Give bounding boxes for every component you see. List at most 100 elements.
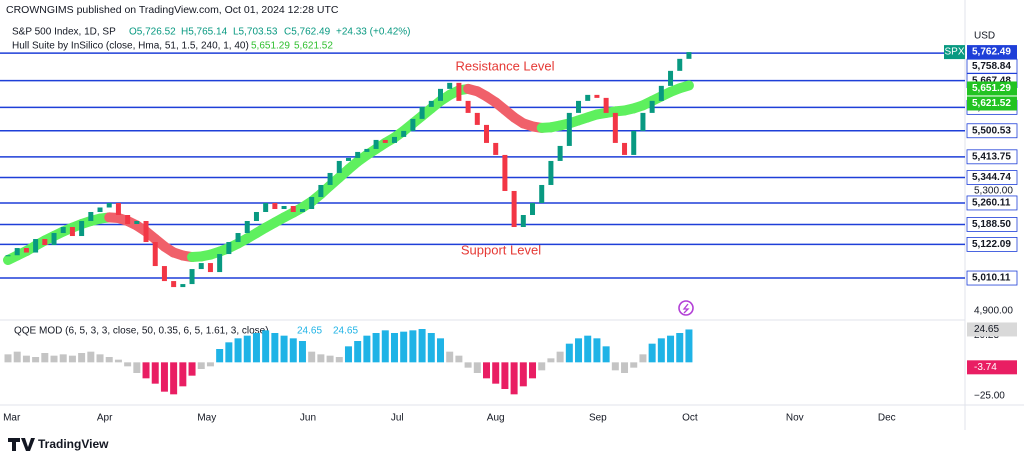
qqe-bar <box>225 342 233 363</box>
candle <box>539 184 545 203</box>
qqe-bar <box>32 357 40 363</box>
candle <box>465 100 471 113</box>
candle <box>391 136 397 143</box>
hull-label: 5,621.52 <box>972 98 1011 109</box>
qqe-bar <box>160 362 168 392</box>
candle <box>345 157 351 161</box>
qqe-bar <box>216 349 224 363</box>
qqe-bar <box>335 357 343 363</box>
candle <box>594 94 600 98</box>
qqe-bar <box>556 351 564 363</box>
candle <box>125 215 131 225</box>
price-label: 5,762.49 <box>972 47 1011 58</box>
x-tick-label: Sep <box>589 413 607 424</box>
x-tick-label: Apr <box>97 413 113 424</box>
currency: USD <box>974 31 995 42</box>
candle <box>410 118 416 131</box>
candle <box>180 284 186 288</box>
candle <box>161 266 167 282</box>
candle <box>281 205 287 209</box>
x-tick-label: Nov <box>786 413 804 424</box>
change: +24.33 (+0.42%) <box>336 27 411 38</box>
qqe-bar <box>197 362 205 369</box>
qqe-bar <box>676 333 684 363</box>
candle <box>373 139 379 149</box>
qqe-bar <box>308 351 316 363</box>
candle <box>566 112 572 146</box>
qqe-bar <box>78 353 86 363</box>
high: H5,765.14 <box>181 27 228 38</box>
qqe-bar <box>657 338 665 363</box>
qqe-bar <box>96 354 104 363</box>
open: O5,726.52 <box>129 27 176 38</box>
qqe-bar <box>206 362 214 367</box>
candle <box>668 70 674 86</box>
candle <box>576 100 582 113</box>
publisher: CROWNGIMS published on TradingView.com, … <box>6 4 339 16</box>
indicator-value: 5,621.52 <box>294 41 333 52</box>
qqe-bar <box>630 362 638 368</box>
candle <box>290 205 296 212</box>
qqe-bar <box>124 362 132 367</box>
qqe-bar <box>68 355 76 363</box>
candle <box>42 239 48 246</box>
qqe-bar <box>271 333 279 363</box>
candle <box>622 142 628 155</box>
x-tick-label: May <box>197 413 216 424</box>
candle <box>60 227 66 234</box>
low: L5,703.53 <box>233 27 278 38</box>
qqe-bar <box>510 362 518 395</box>
hull-label: 5,651.29 <box>972 83 1011 94</box>
qqe-bar <box>565 343 573 363</box>
qqe-bar <box>59 354 67 363</box>
candle <box>143 221 149 243</box>
qqe-bar <box>648 343 656 363</box>
level-label: 5,010.11 <box>972 273 1011 284</box>
qqe-bar <box>455 355 463 363</box>
x-tick-label: Jun <box>300 413 316 424</box>
level-label-box <box>966 170 1018 185</box>
candle <box>437 88 443 101</box>
level-label-box <box>966 217 1018 232</box>
candle <box>171 281 177 288</box>
candle <box>253 211 259 222</box>
qqe-bar <box>289 338 297 363</box>
symbol-box <box>944 45 965 60</box>
qqe-bar <box>4 354 12 363</box>
candle <box>318 184 324 197</box>
qqe-bar <box>400 331 408 363</box>
candle <box>272 202 278 209</box>
hull-label-box <box>967 96 1017 111</box>
qqe-bar <box>390 333 398 363</box>
qqe-bar <box>436 338 444 363</box>
candle <box>189 269 195 285</box>
candle <box>493 142 499 155</box>
price-box <box>967 45 1017 60</box>
qqe-value: 24.65 <box>297 326 322 337</box>
qqe-bar <box>41 353 49 363</box>
qqe-bar <box>363 335 371 363</box>
candle <box>355 151 361 158</box>
level-label: 5,122.09 <box>972 239 1011 250</box>
qqe-bar <box>464 362 472 368</box>
y-tick-label: 5,300.00 <box>974 186 1013 197</box>
qqe-bar <box>234 338 242 363</box>
candle <box>484 124 490 143</box>
qqe-bar <box>621 362 629 373</box>
candle <box>309 196 315 209</box>
x-tick-label: Aug <box>487 413 505 424</box>
candle <box>299 208 305 212</box>
qqe-value: 24.65 <box>333 326 358 337</box>
symbol-label: SPX <box>944 47 964 58</box>
qqe-bar <box>317 354 325 363</box>
qqe-bar <box>519 362 527 387</box>
candle <box>5 255 11 257</box>
qqe-bar <box>188 362 196 376</box>
level-label: 5,667.48 <box>972 75 1011 86</box>
annotation: Support Level <box>461 242 541 257</box>
candle <box>557 145 563 161</box>
candle <box>97 207 103 212</box>
indicator: Hull Suite by InSilico (close, Hma, 51, … <box>12 41 249 52</box>
candle <box>79 221 85 237</box>
candle <box>686 52 692 59</box>
